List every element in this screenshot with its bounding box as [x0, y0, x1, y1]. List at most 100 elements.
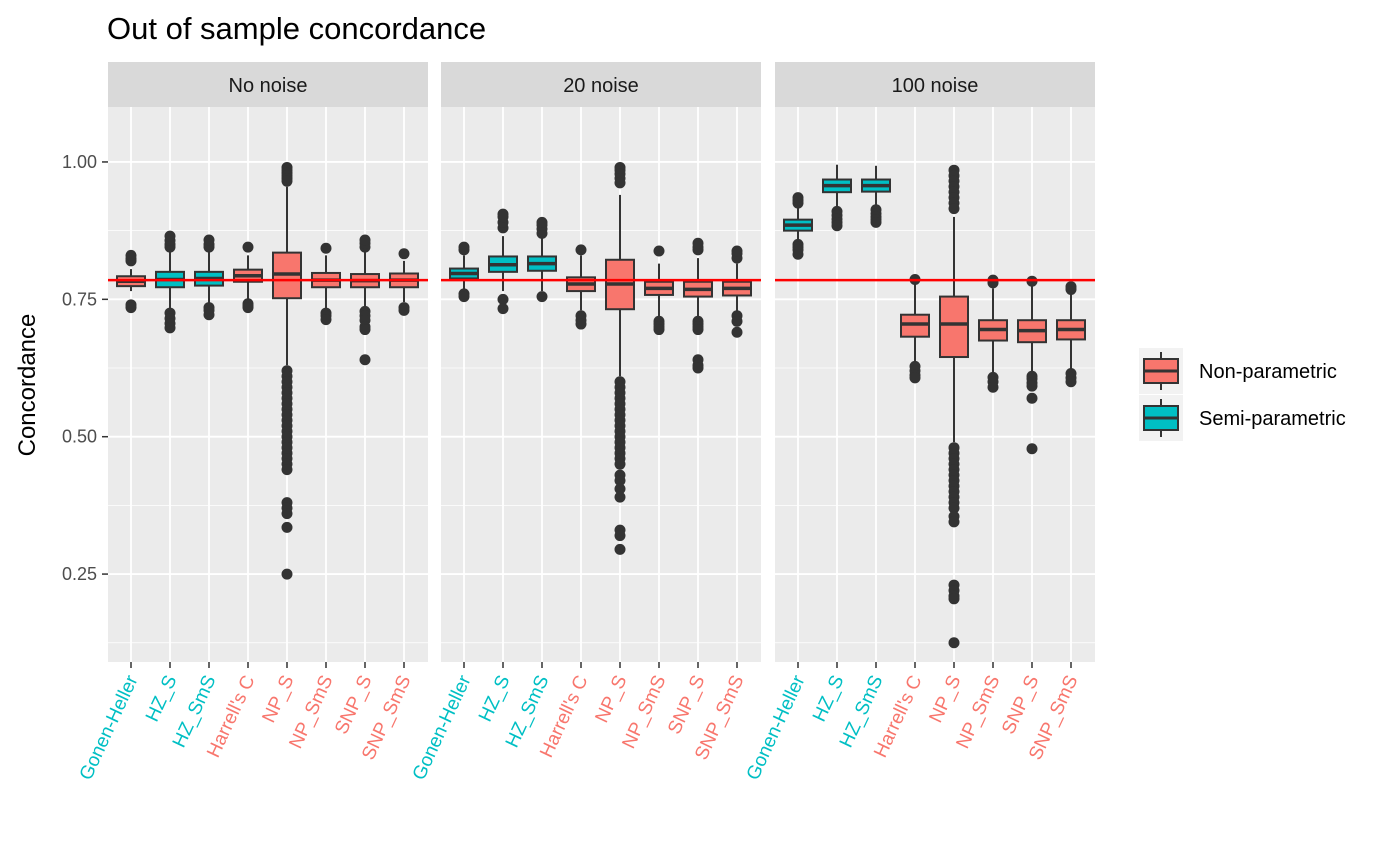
box-NP_S [272, 161, 302, 580]
x-tick-label: Gonen-Heller [409, 672, 476, 784]
outlier-point [614, 491, 626, 503]
box-Harrell's C [233, 241, 263, 314]
panel-background [775, 107, 1095, 662]
legend-item: Semi-parametric [1139, 395, 1346, 441]
box-HZ_SmS [527, 216, 557, 303]
y-tick-label: 0.50 [62, 427, 97, 447]
outlier-point [398, 304, 410, 316]
x-tick-label: NP_S [592, 672, 632, 726]
outlier-point [458, 241, 470, 253]
x-tick-label: HZ_S [475, 672, 515, 725]
panel-background [441, 107, 761, 662]
outlier-point [242, 302, 254, 314]
box-HZ_S [488, 208, 518, 315]
outlier-point [281, 568, 293, 580]
outlier-point [948, 593, 960, 605]
y-axis-ticks: 0.25 0.50 0.75 1.00 [62, 152, 108, 584]
outlier-point [320, 314, 332, 326]
outlier-point [497, 293, 509, 305]
box-HZ_S [822, 164, 852, 232]
x-tick-label: HZ_S [142, 672, 182, 725]
outlier-point [458, 291, 470, 303]
outlier-point [731, 245, 743, 257]
outlier-point [692, 237, 704, 249]
outlier-point [948, 516, 960, 528]
outlier-point [164, 322, 176, 334]
box-HZ_SmS [861, 165, 891, 228]
y-axis-label: Concordance [14, 314, 41, 457]
strip-label: No noise [229, 75, 308, 97]
outlier-point [398, 248, 410, 260]
x-tick-label: HZ_S [809, 672, 849, 725]
strip-label: 20 noise [563, 75, 639, 97]
outlier-point [731, 315, 743, 327]
outlier-point [1026, 380, 1038, 392]
box-Gonen-Heller [449, 241, 479, 303]
outlier-point [987, 381, 999, 393]
x-tick-label: Gonen-Heller [76, 672, 143, 784]
outlier-point [1026, 392, 1038, 404]
y-tick-label: 1.00 [62, 152, 97, 172]
outlier-point [1065, 283, 1077, 295]
outlier-point [653, 245, 665, 257]
outlier-point [614, 543, 626, 555]
box-SNP_SmS [722, 245, 752, 338]
outlier-point [281, 508, 293, 520]
strip-label: 100 noise [892, 75, 979, 97]
box-SNP_S [683, 237, 713, 374]
outlier-point [125, 302, 137, 314]
strip-background [775, 62, 1095, 107]
outlier-point [203, 309, 215, 321]
outlier-point [792, 192, 804, 204]
y-tick-label: 0.25 [62, 564, 97, 584]
outlier-point [948, 203, 960, 215]
outlier-point [242, 241, 254, 253]
outlier-point [731, 326, 743, 338]
y-tick-label: 0.75 [62, 289, 97, 309]
outlier-point [359, 354, 371, 366]
outlier-point [497, 208, 509, 220]
outlier-point [281, 521, 293, 533]
outlier-point [948, 502, 960, 514]
strip-background [441, 62, 761, 107]
outlier-point [164, 230, 176, 242]
outlier-point [614, 483, 626, 495]
outlier-point [948, 637, 960, 649]
legend: Non-parametric Semi-parametric [1139, 348, 1346, 441]
x-tick-label: NP_S [926, 672, 966, 726]
outlier-point [614, 177, 626, 189]
outlier-point [614, 475, 626, 487]
outlier-point [536, 216, 548, 228]
outlier-point [281, 464, 293, 476]
x-tick-label: Gonen-Heller [743, 672, 810, 784]
panel-background [108, 107, 428, 662]
box-SNP_S [350, 234, 380, 366]
outlier-point [281, 175, 293, 187]
outlier-point [575, 318, 587, 330]
outlier-point [909, 372, 921, 384]
chart-title: Out of sample concordance [107, 11, 486, 46]
outlier-point [1026, 443, 1038, 455]
outlier-point [125, 249, 137, 261]
outlier-point [536, 291, 548, 303]
legend-label: Semi-parametric [1199, 408, 1346, 430]
outlier-point [614, 530, 626, 542]
outlier-point [359, 234, 371, 246]
outlier-point [359, 324, 371, 336]
outlier-point [320, 242, 332, 254]
box-SNP_SmS [1056, 281, 1086, 388]
strip-background [108, 62, 428, 107]
box-iqr [939, 295, 969, 359]
outlier-point [575, 244, 587, 256]
box-HZ_SmS [194, 234, 224, 321]
box-NP_S [605, 161, 635, 555]
box-NP_S [939, 164, 969, 649]
box-NP_SmS [644, 245, 674, 336]
outlier-point [692, 324, 704, 336]
x-tick-label: NP_S [259, 672, 299, 726]
